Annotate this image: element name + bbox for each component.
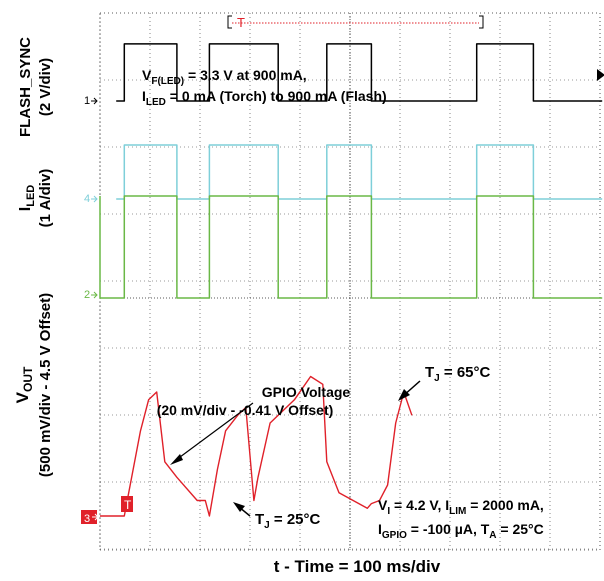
annotation-vi-ilim: VI = 4.2 V, ILIM = 2000 mA,: [378, 497, 544, 517]
tj-65-arrow: [398, 380, 421, 401]
trace-ch1: [116, 43, 603, 102]
gpio-name-label: GPIO Voltage: [262, 384, 351, 400]
tj-25-arrow: [233, 502, 251, 517]
trigger-bracket-marker: T: [237, 15, 245, 30]
annotation-igpio-ta: IGPIO = -100 µA, TA = 25°C: [378, 521, 544, 541]
trigger-level-arrow: [597, 69, 604, 81]
svg-text:T: T: [124, 498, 132, 512]
ch4-name-label: ILED: [17, 185, 37, 212]
trace-ch2: [99, 195, 603, 299]
gpio-pointer-arrow: [170, 402, 254, 465]
traces: [99, 43, 603, 517]
ch1-name-label: FLASH_SYNC: [17, 37, 34, 137]
svg-text:2: 2: [84, 289, 90, 301]
annotation-iled-range: ILED = 0 mA (Torch) to 900 mA (Flash): [142, 88, 387, 108]
svg-text:1: 1: [84, 95, 90, 107]
ch1-scale-label: (2 V/div): [37, 58, 54, 116]
ch2-scale-label: (500 mV/div - 4.5 V Offset): [37, 293, 54, 477]
plot-border: [99, 12, 601, 551]
svg-text:3: 3: [84, 513, 90, 525]
ch2-name-label: VOUT: [13, 366, 35, 403]
annotation-vf-led: VF(LED) = 3.3 V at 900 mA,: [142, 67, 307, 87]
annotation-tj-65: TJ = 65°C: [425, 364, 491, 384]
trigger-position-bracket: T: [227, 15, 484, 30]
trace-ch4: [116, 144, 603, 200]
x-axis-title: t - Time = 100 ms/div: [274, 557, 441, 576]
ch3-marker: 3: [81, 510, 99, 525]
ch3-trigger-marker: T: [121, 496, 133, 512]
svg-text:4: 4: [84, 193, 90, 205]
ch2-marker: 2: [84, 289, 98, 301]
ch4-scale-label: (1 A/div): [37, 169, 54, 228]
ch4-marker: 4: [84, 193, 98, 205]
ch1-marker: 1: [84, 95, 98, 107]
trace-ch3: [100, 375, 413, 517]
gpio-scale-label: (20 mV/div - -0.41 V Offset): [157, 402, 334, 418]
annotation-tj-25: TJ = 25°C: [255, 511, 321, 531]
